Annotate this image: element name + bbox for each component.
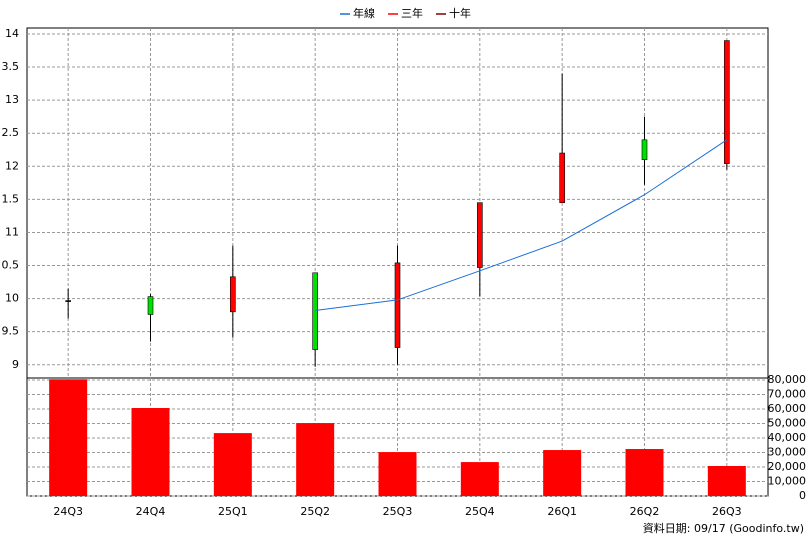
y-tick-label: 0.5 — [2, 259, 20, 272]
volume-bar — [378, 452, 417, 496]
volume-bar — [296, 423, 335, 496]
y-tick-label: 10 — [5, 292, 19, 305]
candle-body — [641, 139, 648, 160]
candle-body — [65, 300, 71, 302]
y-tick-label: 9 — [12, 358, 19, 371]
line-series — [315, 139, 728, 312]
y-tick-label: 3.5 — [2, 60, 20, 73]
y-tick-label: 70,000 — [768, 388, 807, 401]
y-tick-label: 11 — [5, 225, 19, 238]
legend-label: 年線 — [353, 6, 375, 20]
volume-bar — [131, 408, 170, 496]
candle-body — [559, 152, 565, 203]
x-tick-label: 26Q3 — [712, 505, 742, 518]
y-tick-label: 12 — [5, 159, 19, 172]
y-tick-label: 40,000 — [768, 431, 807, 444]
candle-body — [477, 202, 483, 268]
footer: 資料日期: 09/17 (Goodinfo.tw) — [643, 521, 804, 535]
y-tick-label: 10,000 — [768, 475, 807, 488]
y-tick-label: 13 — [5, 93, 19, 106]
x-tick-label: 26Q1 — [547, 505, 577, 518]
y-tick-label: 1.5 — [2, 192, 20, 205]
candle-body — [724, 40, 730, 164]
volume-bar — [460, 462, 499, 496]
y-tick-label: 9.5 — [2, 325, 20, 338]
candle-body — [312, 272, 318, 350]
x-tick-label: 24Q4 — [136, 505, 166, 518]
x-tick-label: 25Q4 — [465, 505, 495, 518]
candle-body — [147, 296, 154, 315]
y-tick-label: 30,000 — [768, 446, 807, 459]
y-tick-label: 60,000 — [768, 402, 807, 415]
y-tick-label: 2.5 — [2, 126, 20, 139]
candle-body — [230, 276, 236, 313]
volume-bar — [707, 465, 746, 496]
x-tick-label: 25Q1 — [218, 505, 248, 518]
x-tick-label: 24Q3 — [53, 505, 83, 518]
y-tick-label: 20,000 — [768, 460, 807, 473]
legend-label: 十年 — [449, 6, 471, 20]
legend-label: 三年 — [401, 6, 423, 20]
volume-bar — [625, 449, 664, 496]
x-tick-label: 26Q2 — [630, 505, 660, 518]
y-tick-label: 14 — [5, 27, 19, 40]
candle-body — [394, 262, 401, 348]
x-tick-label: 25Q3 — [383, 505, 413, 518]
volume-bar — [49, 379, 88, 496]
y-tick-label: 80,000 — [768, 373, 807, 386]
y-tick-label: 50,000 — [768, 417, 807, 430]
y-tick-label: 0 — [799, 489, 806, 502]
volume-bar — [543, 450, 582, 496]
x-tick-label: 25Q2 — [300, 505, 330, 518]
volume-bar — [213, 433, 252, 496]
